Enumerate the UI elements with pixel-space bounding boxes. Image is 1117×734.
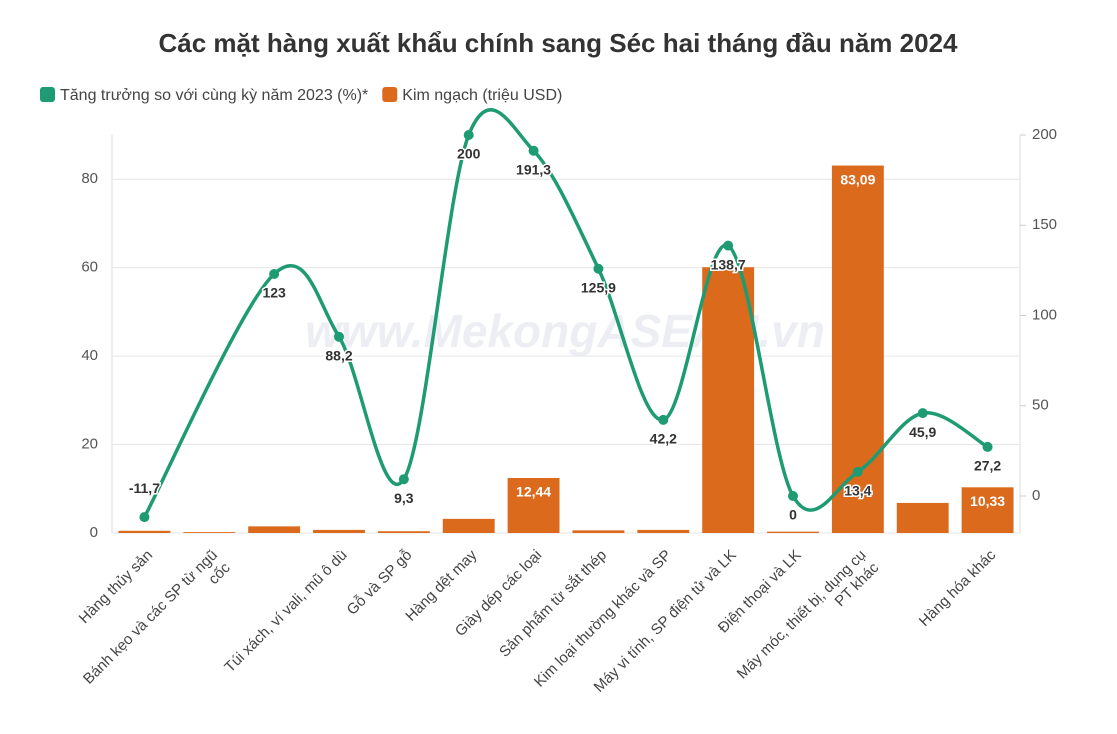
bar xyxy=(572,530,625,533)
line-value-label: 123 xyxy=(262,285,286,301)
x-tick-label: Hàng hóa khác xyxy=(916,546,1000,630)
x-tick-label: Máy móc, thiết bị, dụng cụPT khác xyxy=(734,546,883,695)
bar xyxy=(961,487,1014,533)
line-segment xyxy=(272,264,341,338)
line-segment xyxy=(467,108,535,152)
y-tick-label: 80 xyxy=(81,170,98,187)
line-value-label: 45,9 xyxy=(909,424,936,440)
line-value-label: 13,4 xyxy=(844,483,871,499)
x-tick-label: Kim loại thường khác và SP xyxy=(531,547,675,691)
bar xyxy=(313,529,365,533)
line-point xyxy=(139,512,150,523)
y2-tick-label: 200 xyxy=(1032,126,1057,143)
line-point xyxy=(593,263,604,274)
line-point xyxy=(269,268,280,279)
bar-value-label: 83,09 xyxy=(840,171,875,187)
line-value-label: 125,9 xyxy=(581,279,616,295)
line-value-label: 138,7 xyxy=(711,256,746,272)
line-segment xyxy=(596,267,664,422)
y2-tick-label: 100 xyxy=(1032,306,1057,323)
x-tick-label-line: Máy móc, thiết bị, dụng cụ xyxy=(734,547,870,683)
line-segment xyxy=(662,243,730,422)
line-point xyxy=(917,408,928,419)
y2-tick-label: 0 xyxy=(1032,487,1040,504)
line-segment xyxy=(402,134,471,481)
bar xyxy=(767,531,819,533)
bar xyxy=(377,531,430,533)
line-point xyxy=(723,240,734,251)
bar xyxy=(183,532,236,533)
bar xyxy=(442,518,495,533)
chart-title: Các mặt hàng xuất khẩu chính sang Séc ha… xyxy=(159,28,959,58)
line-point xyxy=(788,490,798,501)
line-point xyxy=(398,474,409,485)
line-segment xyxy=(337,335,406,486)
line-value-label: 191,3 xyxy=(516,161,551,177)
line-value-label: 88,2 xyxy=(325,348,352,364)
line-value-label: 42,2 xyxy=(650,431,677,447)
legend-label[interactable]: Kim ngạch (triệu USD) xyxy=(402,87,562,104)
line-value-label: 200 xyxy=(457,146,481,162)
x-tick-label: Bánh kẹo và các SP từ ngũcốc xyxy=(80,546,234,700)
line-segment xyxy=(142,272,276,518)
line-segment xyxy=(791,470,859,512)
y-tick-label: 40 xyxy=(81,347,98,364)
line-point xyxy=(528,145,539,156)
x-tick-label: Gỗ và SP gỗ xyxy=(344,547,416,619)
line-value-label: 9,3 xyxy=(394,490,414,506)
line-value-label: -11,7 xyxy=(129,480,160,496)
bar xyxy=(702,267,755,533)
x-tick-label-line: Bánh kẹo và các SP từ ngũ xyxy=(80,547,221,688)
line-point xyxy=(334,331,344,342)
y-tick-label: 60 xyxy=(81,259,98,276)
x-tick-label: Sản phẩm từ sắt thép xyxy=(496,547,610,661)
bar-value-label: 10,33 xyxy=(970,493,1005,509)
y2-tick-label: 150 xyxy=(1032,216,1057,233)
legend-swatch xyxy=(382,87,398,102)
line-segment xyxy=(532,149,601,270)
y-tick-label: 0 xyxy=(90,524,98,541)
line-point xyxy=(658,414,669,425)
bar xyxy=(248,526,301,533)
line-segment xyxy=(856,411,924,474)
legend-label[interactable]: Tăng trưởng so với cùng kỳ năm 2023 (%)* xyxy=(60,87,368,104)
line-value-label: 27,2 xyxy=(974,458,1001,474)
legend-swatch xyxy=(40,87,55,102)
y2-tick-label: 50 xyxy=(1032,397,1049,414)
line-point xyxy=(852,466,863,477)
line-point xyxy=(463,130,474,140)
bar xyxy=(507,477,560,533)
bar xyxy=(831,165,884,533)
line-value-label: 0 xyxy=(789,507,797,523)
bar-value-label: 12,44 xyxy=(516,484,551,500)
y-tick-label: 20 xyxy=(81,436,98,453)
x-tick-label: Túi xách, ví vali, mũ ô dù xyxy=(221,547,350,676)
line-segment xyxy=(726,244,795,497)
bar xyxy=(118,530,171,533)
bar xyxy=(896,502,949,533)
line-point xyxy=(982,441,993,452)
bar xyxy=(637,529,690,533)
